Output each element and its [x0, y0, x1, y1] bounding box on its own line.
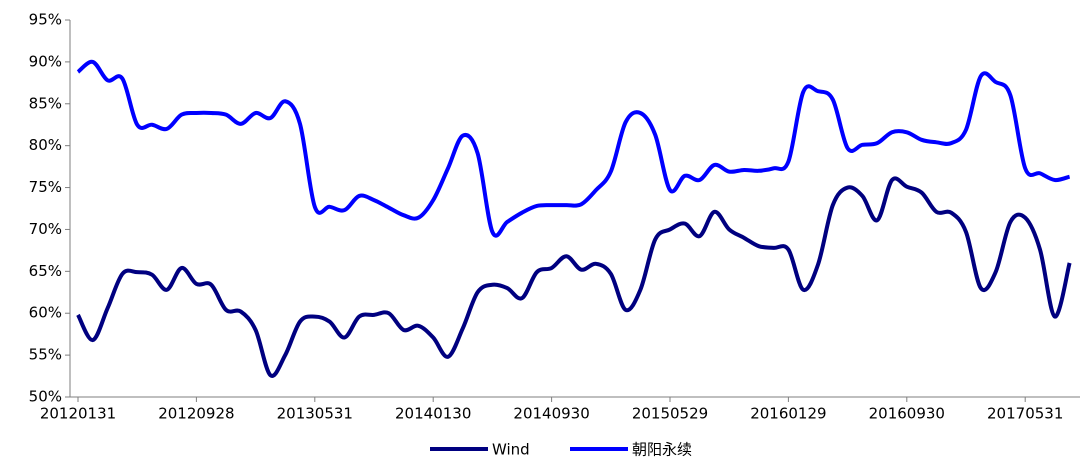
- y-tick-label: 85%: [29, 94, 62, 112]
- x-tick-label: 20120928: [158, 405, 234, 423]
- y-tick-label: 80%: [29, 136, 62, 154]
- x-tick-label: 20170531: [987, 405, 1063, 423]
- x-tick-label: 20130531: [277, 405, 353, 423]
- y-tick-label: 50%: [29, 388, 62, 406]
- x-tick-label: 20160930: [869, 405, 945, 423]
- legend-label: Wind: [492, 441, 530, 459]
- series-line: [76, 176, 1072, 378]
- x-tick-label: 20150529: [632, 405, 708, 423]
- x-tick-label: 20160129: [750, 405, 826, 423]
- x-tick-label: 20120131: [40, 405, 116, 423]
- y-tick-label: 55%: [29, 346, 62, 364]
- y-tick-label: 60%: [29, 304, 62, 322]
- x-tick-label: 20140930: [513, 405, 589, 423]
- legend-label: 朝阳永续: [632, 441, 692, 459]
- y-tick-label: 90%: [29, 52, 62, 70]
- y-tick-label: 70%: [29, 220, 62, 238]
- y-tick-label: 65%: [29, 262, 62, 280]
- y-tick-label: 75%: [29, 178, 62, 196]
- x-tick-label: 20140130: [395, 405, 471, 423]
- series-line: [76, 59, 1071, 238]
- y-tick-label: 95%: [29, 11, 62, 29]
